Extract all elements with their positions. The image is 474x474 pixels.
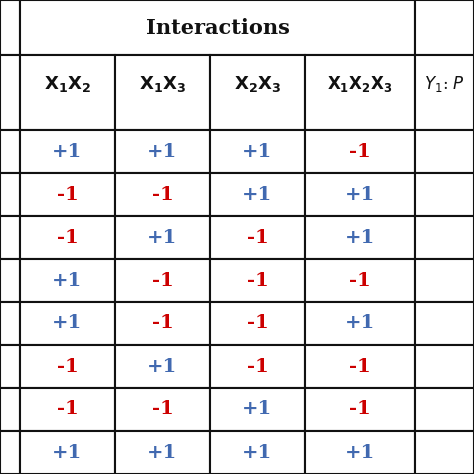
Bar bbox=[210, 388, 305, 431]
Text: -1: -1 bbox=[349, 357, 371, 375]
Bar bbox=[115, 55, 210, 130]
Bar bbox=[0, 0, 20, 55]
Bar bbox=[415, 388, 474, 431]
Text: $\mathbf{X_1X_3}$: $\mathbf{X_1X_3}$ bbox=[139, 73, 186, 93]
Bar bbox=[0, 259, 20, 302]
Text: -1: -1 bbox=[349, 401, 371, 419]
Bar bbox=[210, 259, 305, 302]
Text: -1: -1 bbox=[152, 185, 173, 203]
Bar bbox=[0, 216, 20, 259]
Bar bbox=[415, 259, 474, 302]
Text: +1: +1 bbox=[345, 228, 375, 246]
Text: -1: -1 bbox=[56, 228, 78, 246]
Bar bbox=[115, 173, 210, 216]
Text: -1: -1 bbox=[56, 401, 78, 419]
Bar bbox=[20, 388, 115, 431]
Bar bbox=[20, 173, 115, 216]
Bar bbox=[305, 345, 415, 388]
Text: +1: +1 bbox=[242, 401, 273, 419]
Bar bbox=[305, 216, 415, 259]
Text: +1: +1 bbox=[147, 444, 178, 462]
Bar bbox=[305, 173, 415, 216]
Text: $\mathbf{X_1X_2}$: $\mathbf{X_1X_2}$ bbox=[44, 73, 91, 93]
Bar bbox=[415, 55, 474, 130]
Bar bbox=[20, 345, 115, 388]
Text: +1: +1 bbox=[345, 444, 375, 462]
Text: -1: -1 bbox=[152, 315, 173, 332]
Bar bbox=[20, 431, 115, 474]
Text: -1: -1 bbox=[56, 357, 78, 375]
Bar bbox=[20, 216, 115, 259]
Bar bbox=[115, 130, 210, 173]
Text: +1: +1 bbox=[242, 143, 273, 161]
Bar bbox=[210, 173, 305, 216]
Text: +1: +1 bbox=[345, 315, 375, 332]
Bar bbox=[210, 345, 305, 388]
Text: $\mathbf{X_1X_2X_3}$: $\mathbf{X_1X_2X_3}$ bbox=[328, 73, 392, 93]
Text: -1: -1 bbox=[246, 357, 268, 375]
Bar bbox=[20, 55, 115, 130]
Bar bbox=[415, 431, 474, 474]
Bar bbox=[20, 302, 115, 345]
Bar bbox=[210, 216, 305, 259]
Bar bbox=[115, 216, 210, 259]
Bar bbox=[0, 431, 20, 474]
Text: -1: -1 bbox=[246, 315, 268, 332]
Bar bbox=[415, 173, 474, 216]
Bar bbox=[210, 302, 305, 345]
Bar bbox=[0, 388, 20, 431]
Bar bbox=[115, 302, 210, 345]
Bar bbox=[210, 431, 305, 474]
Text: Interactions: Interactions bbox=[146, 18, 290, 37]
Bar bbox=[0, 55, 20, 130]
Text: +1: +1 bbox=[242, 444, 273, 462]
Bar bbox=[115, 388, 210, 431]
Bar bbox=[305, 55, 415, 130]
Bar bbox=[210, 130, 305, 173]
Bar bbox=[415, 345, 474, 388]
Bar bbox=[415, 130, 474, 173]
Text: -1: -1 bbox=[246, 228, 268, 246]
Bar bbox=[305, 259, 415, 302]
Bar bbox=[0, 345, 20, 388]
Text: -1: -1 bbox=[152, 272, 173, 290]
Bar bbox=[115, 431, 210, 474]
Bar bbox=[20, 130, 115, 173]
Bar bbox=[0, 173, 20, 216]
Text: +1: +1 bbox=[52, 143, 82, 161]
Text: +1: +1 bbox=[147, 357, 178, 375]
Bar bbox=[305, 431, 415, 474]
Text: +1: +1 bbox=[242, 185, 273, 203]
Text: +1: +1 bbox=[345, 185, 375, 203]
Text: +1: +1 bbox=[52, 315, 82, 332]
Text: +1: +1 bbox=[147, 228, 178, 246]
Bar bbox=[415, 216, 474, 259]
Text: -1: -1 bbox=[56, 185, 78, 203]
Bar bbox=[20, 0, 415, 55]
Text: +1: +1 bbox=[52, 272, 82, 290]
Text: $\mathbf{X_2X_3}$: $\mathbf{X_2X_3}$ bbox=[234, 73, 281, 93]
Bar bbox=[0, 130, 20, 173]
Text: +1: +1 bbox=[52, 444, 82, 462]
Bar bbox=[115, 259, 210, 302]
Bar bbox=[0, 302, 20, 345]
Text: +1: +1 bbox=[147, 143, 178, 161]
Bar bbox=[305, 388, 415, 431]
Text: $\mathit{Y_1}$: $\mathit{P}$: $\mathit{Y_1}$: $\mathit{P}$ bbox=[424, 73, 465, 93]
Bar bbox=[305, 302, 415, 345]
Text: -1: -1 bbox=[246, 272, 268, 290]
Bar bbox=[20, 259, 115, 302]
Bar bbox=[415, 302, 474, 345]
Bar bbox=[415, 0, 474, 55]
Text: -1: -1 bbox=[349, 143, 371, 161]
Bar bbox=[210, 55, 305, 130]
Text: -1: -1 bbox=[349, 272, 371, 290]
Bar bbox=[305, 130, 415, 173]
Text: -1: -1 bbox=[152, 401, 173, 419]
Bar bbox=[115, 345, 210, 388]
